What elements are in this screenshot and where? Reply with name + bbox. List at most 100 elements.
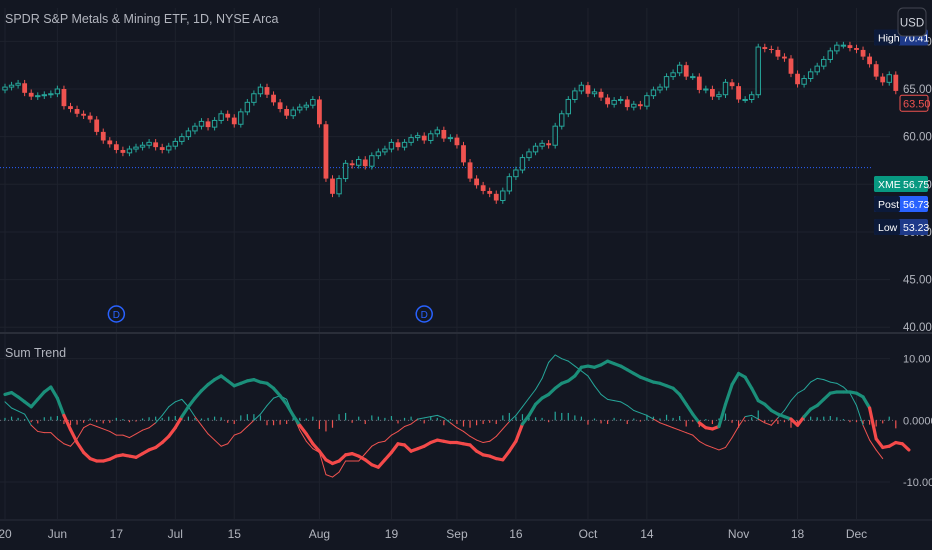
candle-body [749,94,755,100]
candle-body [572,90,578,100]
candle [598,88,604,101]
candle-body [513,169,519,178]
candle [290,106,296,120]
trend-thin-segment [607,398,615,402]
candle [768,45,774,54]
trend-thin-segment [528,389,537,399]
candle-body [48,93,54,96]
candle [100,128,106,144]
candle-body [873,64,879,77]
time-tick-label: 20 [0,527,12,541]
candle [28,89,34,100]
candle-body [317,99,322,125]
candle [264,83,270,99]
symbol-title[interactable]: SPDR S&P Metals & Mining ETF, 1D, NYSE A… [5,12,279,26]
candle-body [461,145,466,163]
trend-thick-segment [717,402,728,429]
candle-body [139,144,146,148]
indicator-axis[interactable]: -10.00 0.0000 10.00 [903,354,932,489]
candle-body [22,83,28,93]
time-axis[interactable]: 20 Jun 17 Jul 15 Aug 19 Sep 16 Oct 14 Nov 18 Dec [0,527,867,541]
price-tick-label: 40.00 [903,322,932,334]
trend-thick-segment [383,450,394,462]
dividend-marker: D [107,305,126,323]
candle [722,78,729,99]
trend-thin-segment [181,398,189,408]
candle [860,46,866,60]
candle-body [834,44,840,52]
candle [624,96,630,111]
candle-body [559,113,565,127]
trend-thick-segment [802,407,813,419]
candle [847,41,853,52]
candle-body [480,185,486,191]
candle-body [303,104,310,108]
trend-thick-segment [193,389,204,400]
candle [251,90,257,106]
candle [349,159,355,169]
dividend-letter: D [113,310,120,321]
candle [618,96,624,104]
candle-body [310,98,316,106]
trend-thin-segment [30,424,39,432]
time-tick-label: Oct [579,527,598,541]
candle [519,154,526,174]
trend-thick-segment [376,458,387,469]
trend-thin-segment [338,460,347,473]
price-label-name: XME [878,179,901,191]
candle [303,101,310,111]
trend-thin-segment [161,406,170,416]
candle [146,139,152,149]
trend-thin-segment [489,435,497,442]
trend-thick-segment [167,426,177,438]
trend-thin-segment [246,419,255,427]
candle-body [205,121,211,128]
candle-body [860,49,866,57]
candle [257,83,264,98]
price-label-name-box [874,176,900,192]
indicator-tick-label: 10.00 [903,354,931,366]
histogram [4,410,897,432]
trend-thin-segment [535,377,543,390]
candle-body [506,176,513,192]
candle [631,100,637,111]
trend-thin-segment [639,412,648,416]
trend-thin-segment [803,381,812,390]
trend-thin-segment [76,427,85,440]
indicator-pane[interactable]: -10.00 0.0000 10.00 Sum Trend [0,334,932,519]
candle-body [768,48,774,50]
trend-thin-segment [214,439,222,447]
candle [493,190,499,204]
currency-button[interactable]: USD [897,7,927,37]
trend-thick-segment [520,413,531,426]
trend-thin-segment [17,410,26,415]
indicator-title[interactable]: Sum Trend [5,346,66,360]
candle-body [356,159,362,166]
trend-thin-segment [89,423,98,427]
trend-thin-segment [443,417,451,424]
time-tick-label: 17 [110,527,124,541]
candle-body [755,46,761,96]
trend-thin-segment [410,418,419,425]
trend-thick-segment [723,382,734,406]
trend-thick-segment [867,406,878,441]
candle [591,88,598,98]
trend-thick-segment [743,375,754,390]
candle-body [807,71,814,80]
candle-body [94,119,100,132]
trend-thin-segment [829,381,838,384]
price-label-value: 63.50 [903,98,931,110]
trend-thick-segment [186,396,197,409]
candle [736,82,741,103]
dividend-letter: D [421,310,428,321]
candle-body [153,142,159,148]
trend-thin-segment [423,416,432,419]
candle [362,156,368,170]
trend-thin-segment [797,389,805,394]
candle-body [375,151,382,157]
trend-thin-segment [266,397,275,407]
trend-thick-segment [573,365,584,378]
